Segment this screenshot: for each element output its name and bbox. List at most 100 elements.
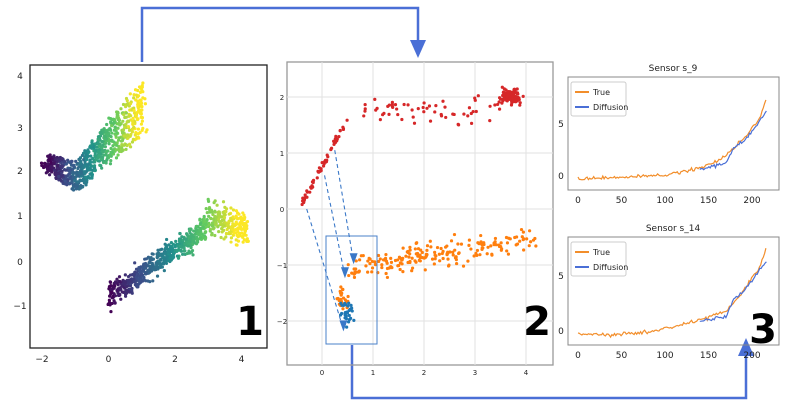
embedding-point (132, 111, 137, 115)
embedding-point (246, 239, 250, 243)
latent-point (416, 107, 420, 111)
mapping-arrow (324, 175, 346, 277)
latent-point (433, 253, 437, 257)
embedding-point (107, 142, 111, 146)
arrowhead (340, 267, 349, 279)
embedding-point (85, 180, 89, 184)
embedding-scatter (39, 81, 250, 314)
latent-point (352, 272, 356, 276)
embedding-point (209, 208, 213, 213)
latent-point (486, 245, 490, 249)
embedding-point (112, 121, 116, 125)
latent-point (339, 285, 343, 289)
latent-point (498, 96, 502, 100)
embedding-point (150, 257, 154, 262)
latent-point (473, 98, 477, 102)
embedding-point (124, 111, 129, 115)
embedding-point (90, 172, 95, 177)
embedding-point (207, 223, 212, 227)
embedding-point (193, 232, 197, 237)
latent-point (341, 127, 346, 132)
embedding-point (71, 183, 75, 187)
embedding-point (50, 166, 55, 170)
embedding-point (158, 265, 163, 270)
embedding-point (134, 93, 139, 97)
latent-point (393, 102, 398, 107)
embedding-point (170, 248, 175, 253)
latent-point (534, 244, 538, 248)
embedding-point (40, 163, 44, 168)
embedding-point (222, 215, 227, 220)
embedding-point (90, 143, 94, 147)
latent-point (493, 240, 497, 244)
embedding-point (98, 163, 102, 167)
embedding-point (163, 257, 167, 261)
embedding-point (78, 172, 82, 176)
embedding-point (52, 168, 57, 173)
embedding-point (121, 128, 126, 132)
embedding-point (168, 259, 172, 264)
embedding-point (201, 235, 205, 239)
latent-point (457, 123, 461, 127)
embedding-point (63, 179, 67, 183)
embedding-point (85, 155, 89, 159)
embedding-point (62, 160, 66, 164)
embedding-point (108, 280, 112, 284)
embedding-point (150, 261, 154, 265)
latent-point (339, 293, 343, 297)
latent-point (449, 239, 454, 243)
y-tick-label: 3 (17, 124, 23, 134)
y-tick-label: 0 (558, 327, 564, 337)
panel-2-frame (286, 61, 554, 366)
latent-point (438, 259, 442, 263)
latent-point (368, 261, 372, 266)
embedding-point (141, 81, 145, 85)
embedding-point (87, 162, 91, 166)
panel-1-frame (29, 64, 268, 349)
latent-point (406, 103, 410, 107)
embedding-point (236, 227, 240, 231)
embedding-point (113, 294, 118, 298)
y-tick-label: 5 (558, 120, 564, 130)
latent-point (474, 109, 478, 114)
embedding-point (127, 128, 132, 132)
embedding-point (96, 135, 101, 139)
latent-point (518, 239, 522, 243)
latent-point (361, 254, 365, 258)
latent-point (373, 262, 378, 267)
latent-point (467, 106, 472, 110)
latent-point (425, 244, 430, 248)
embedding-point (96, 141, 100, 146)
latent-point (518, 101, 522, 105)
embedding-point (77, 187, 81, 191)
embedding-point (171, 252, 176, 257)
latent-point (422, 101, 426, 105)
embedding-point (58, 178, 63, 182)
embedding-point (244, 223, 248, 227)
latent-point (489, 244, 493, 248)
y-tick-label: 2 (280, 94, 284, 102)
x-tick-label: 1 (371, 369, 375, 377)
embedding-point (241, 211, 245, 215)
embedding-point (225, 227, 229, 232)
latent-point (352, 275, 357, 279)
embedding-point (71, 188, 76, 192)
embedding-point (123, 273, 127, 277)
embedding-point (210, 221, 214, 225)
embedding-point (111, 117, 115, 121)
embedding-point (114, 156, 119, 160)
embedding-point (144, 279, 148, 283)
latent-point (502, 93, 506, 97)
x-tick-label: 2 (422, 369, 426, 377)
embedding-point (86, 148, 90, 152)
embedding-point (155, 252, 159, 256)
embedding-point (117, 293, 122, 297)
latent-point (338, 313, 343, 317)
latent-point (358, 258, 362, 262)
embedding-point (217, 219, 222, 224)
latent-point (475, 248, 480, 253)
latent-point (349, 303, 353, 308)
embedding-point (126, 133, 130, 137)
embedding-point (131, 277, 136, 281)
embedding-point (229, 236, 234, 240)
